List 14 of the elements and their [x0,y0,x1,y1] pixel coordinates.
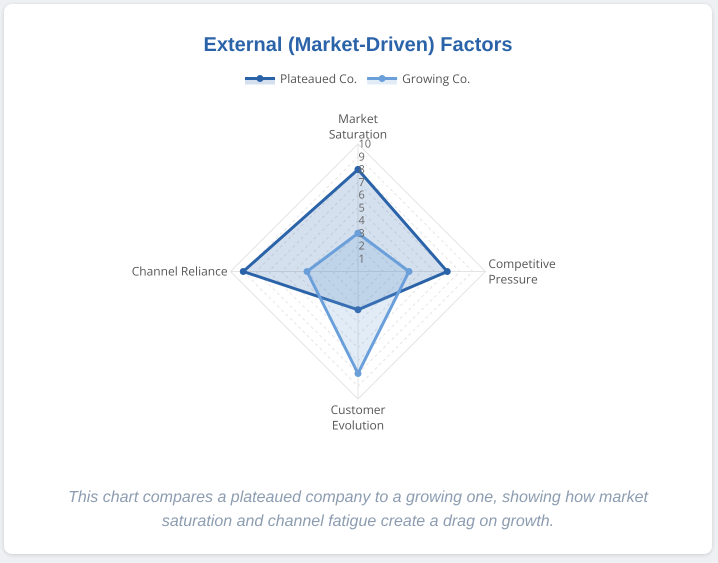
spoke-label: Customer Evolution [330,400,386,434]
y-tick-label: 2 [358,238,365,254]
spoke-label: Competitive Pressure [488,254,556,288]
y-tick-label: 6 [358,188,365,203]
legend-label: Growing Co. [402,70,470,88]
y-tick-label: 7 [358,174,365,190]
legend-label: Plateaued Co. [280,70,358,88]
y-tick-label: 1 [358,251,365,266]
chart-title: External (Market-Driven) Factors [204,34,512,56]
spoke-label: Channel Reliance [132,262,228,280]
y-tick-label: 5 [358,200,365,216]
text: This chart compares a plateaued company to a growing one, showing how market saturation and channel fatigue create a drag on growth. [67,488,650,532]
y-tick-label: 9 [358,149,365,164]
y-tick-label: 4 [358,213,366,228]
